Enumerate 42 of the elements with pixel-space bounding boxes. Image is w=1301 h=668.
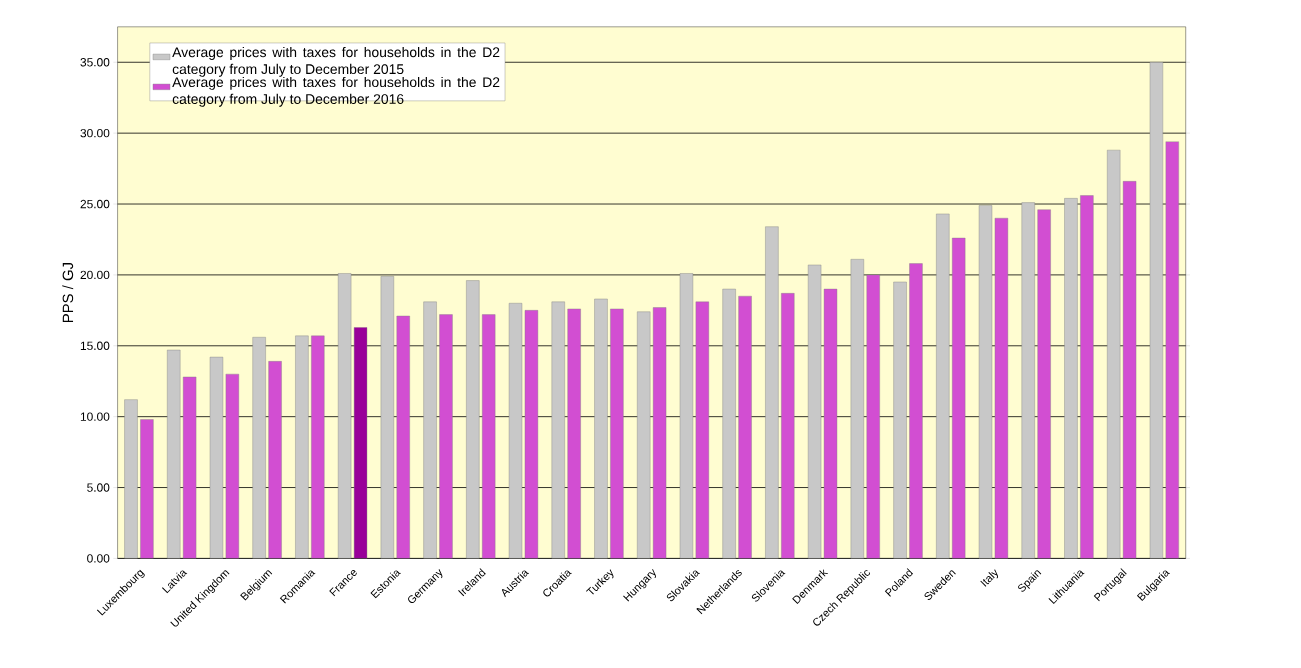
bar xyxy=(466,280,480,559)
bar xyxy=(936,213,950,559)
bar xyxy=(594,298,608,559)
bar xyxy=(738,296,752,559)
bar xyxy=(866,274,880,559)
bar xyxy=(268,361,282,559)
y-tick-label: 15.00 xyxy=(80,341,110,351)
bar xyxy=(311,335,325,559)
y-tick-label: 25.00 xyxy=(80,199,110,209)
bar xyxy=(610,308,624,559)
y-tick-label: 5.00 xyxy=(87,483,110,492)
y-tick-label: 35.00 xyxy=(80,58,110,67)
bar xyxy=(637,311,651,559)
bar xyxy=(1037,209,1051,559)
bar xyxy=(893,281,907,559)
y-tick-label: 20.00 xyxy=(80,270,110,280)
y-tick-label: 30.00 xyxy=(80,129,110,138)
bar xyxy=(567,308,581,559)
y-tick-label: 0.00 xyxy=(87,554,110,563)
legend-label: Average prices with taxes for households in the D2 category from July to December 2015 xyxy=(172,47,500,77)
bar xyxy=(781,293,795,559)
bar xyxy=(1080,195,1094,559)
bar xyxy=(1064,198,1078,559)
y-axis-title: PPS / GJ xyxy=(62,263,74,323)
x-tick-label: Italy xyxy=(980,569,999,587)
bar xyxy=(252,337,266,559)
legend-label: Average prices with taxes for households in the D2 category from July to December 2016 xyxy=(172,77,500,107)
bar xyxy=(396,315,410,559)
y-tick-label: 10.00 xyxy=(80,412,110,422)
bar xyxy=(722,289,736,559)
bar xyxy=(167,349,181,559)
bar xyxy=(1107,150,1121,559)
bar xyxy=(439,314,453,559)
bar xyxy=(124,399,138,559)
bar xyxy=(551,301,565,559)
bar xyxy=(1021,202,1035,559)
bar xyxy=(482,314,496,559)
bar xyxy=(423,301,437,559)
bar xyxy=(295,335,309,559)
bar xyxy=(909,263,923,559)
bar xyxy=(140,419,154,559)
bar xyxy=(765,226,779,559)
